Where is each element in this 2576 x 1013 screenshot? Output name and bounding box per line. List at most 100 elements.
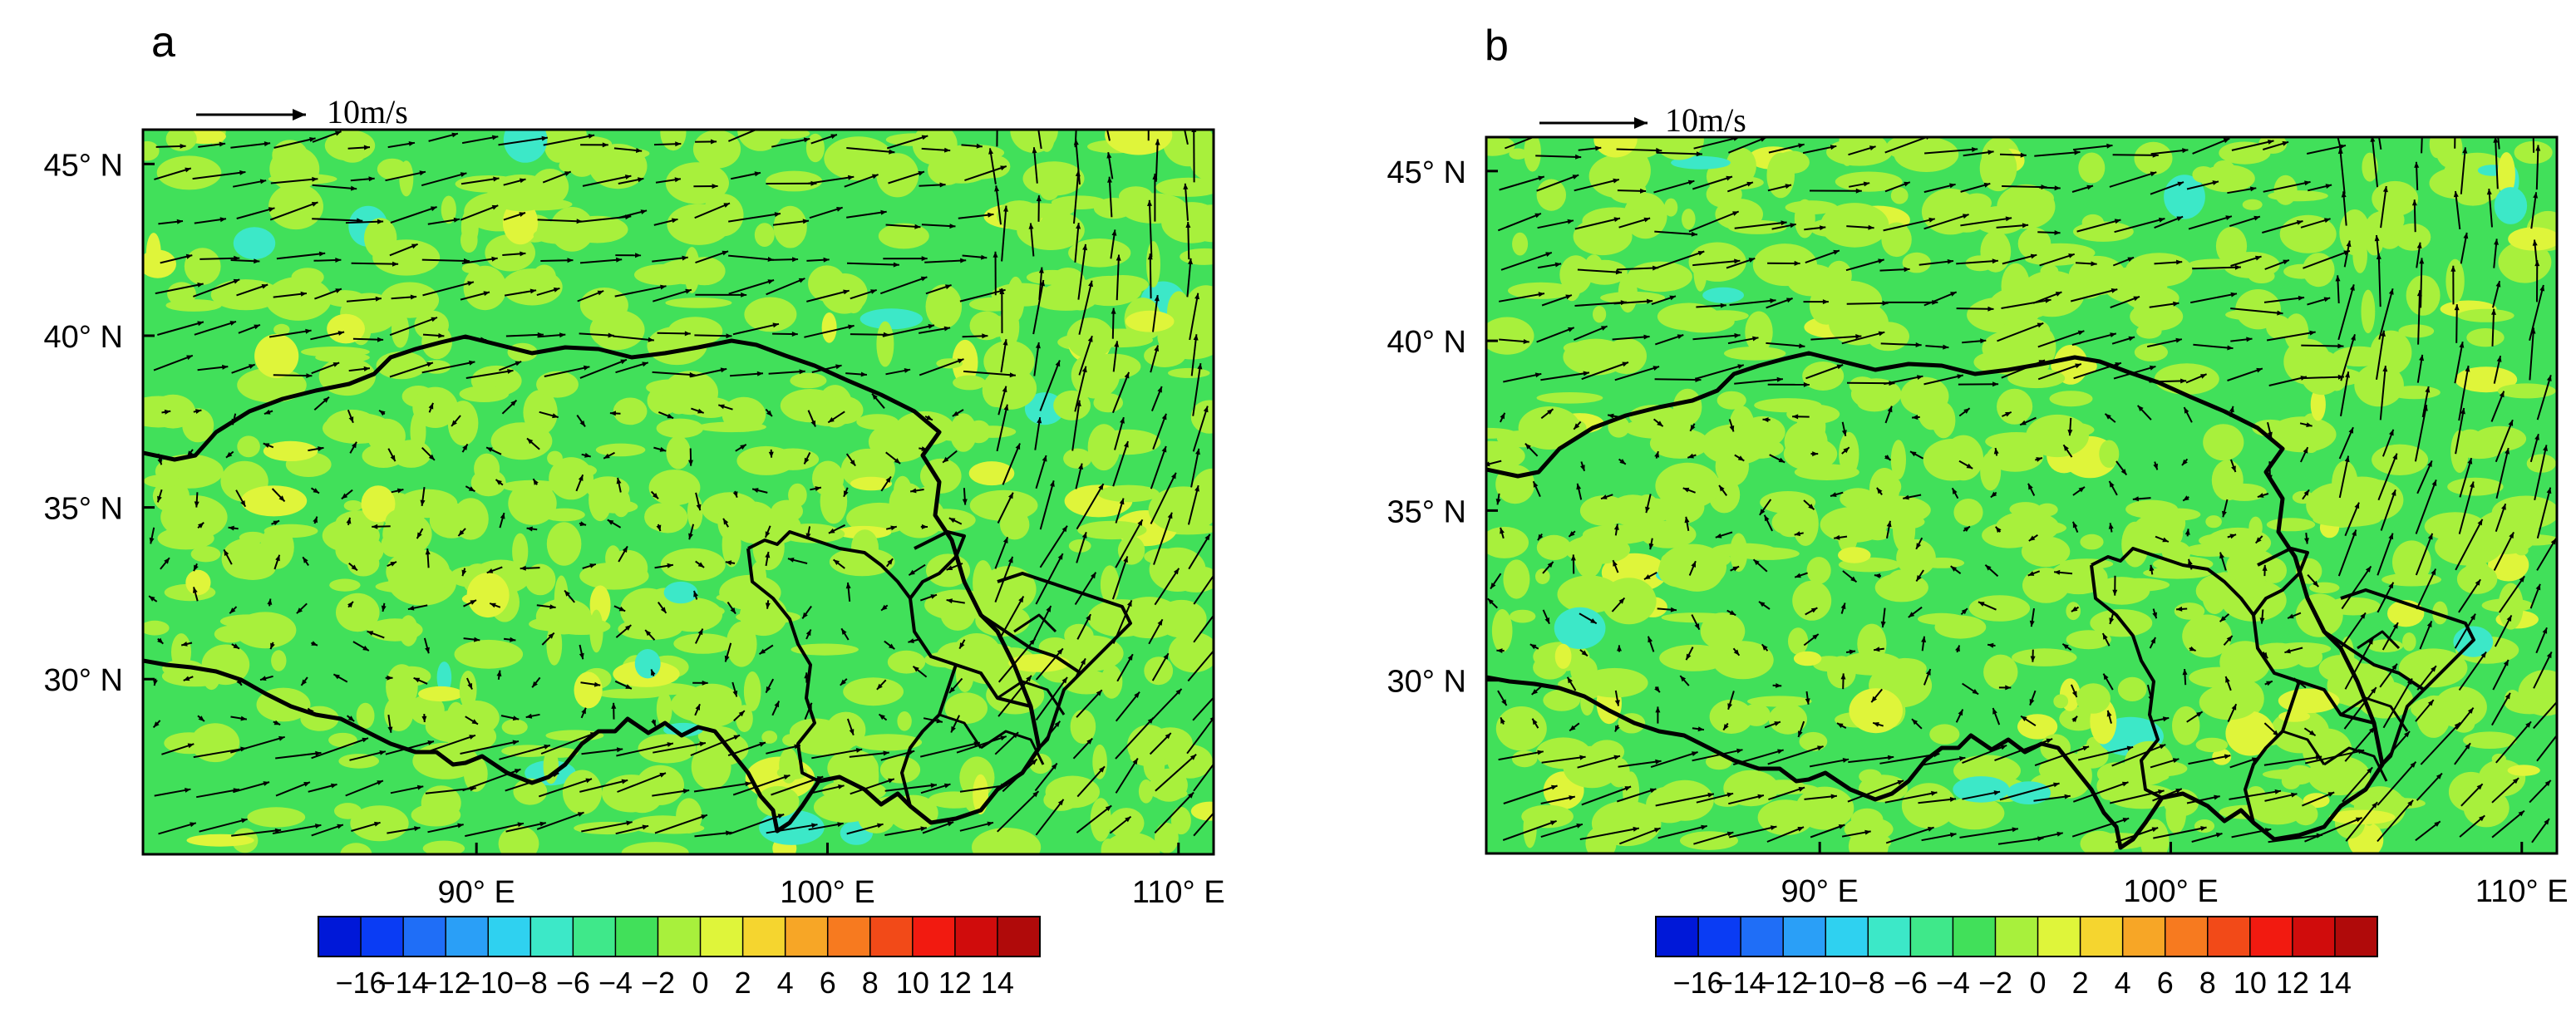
- colorbar-tick-label: −8: [514, 966, 548, 1000]
- contour-patch: [1097, 275, 1149, 294]
- contour-patch: [2362, 290, 2376, 333]
- contour-patch: [2189, 667, 2251, 688]
- contour-patch: [667, 204, 731, 245]
- contour-patch: [2293, 803, 2317, 825]
- contour-patch: [1492, 609, 1513, 652]
- contour-patch: [1582, 207, 1646, 234]
- contour-patch: [185, 570, 210, 595]
- contour-patch: [2463, 731, 2516, 749]
- colorbar-swatch: [2293, 917, 2336, 956]
- contour-patch: [1880, 514, 1924, 530]
- contour-patch: [574, 822, 641, 834]
- contour-patch: [2022, 543, 2057, 563]
- colorbar-swatch: [530, 917, 574, 956]
- colorbar-swatch: [1910, 917, 1953, 956]
- contour-patch: [1741, 416, 1785, 448]
- contour-patch: [1888, 658, 1927, 679]
- contour-patch: [1524, 133, 1541, 172]
- colorbar-swatch: [1953, 917, 1996, 956]
- contour-patch: [271, 650, 286, 671]
- contour-patch: [2078, 153, 2105, 184]
- contour-patch: [1109, 808, 1145, 838]
- contour-patch: [969, 298, 1017, 312]
- colorbar-tick-label: 14: [2318, 966, 2352, 1000]
- colorbar-swatch: [786, 917, 829, 956]
- contour-patch: [344, 500, 363, 511]
- colorbar-tick-label: 8: [2199, 966, 2216, 1000]
- contour-patch: [1119, 186, 1153, 206]
- contour-patch: [1480, 527, 1529, 558]
- contour-patch: [1980, 231, 2011, 273]
- contour-patch: [1849, 376, 1876, 394]
- contour-patch: [1536, 737, 1591, 769]
- contour-patch: [596, 444, 646, 457]
- contour-patch: [736, 446, 795, 475]
- contour-patch: [1189, 136, 1235, 181]
- contour-patch: [755, 223, 775, 247]
- contour-patch: [2194, 819, 2214, 833]
- colorbar-swatch: [870, 917, 914, 956]
- wind-vector-head: [1220, 558, 1226, 564]
- contour-patch: [1735, 548, 1800, 560]
- contour-patch: [135, 141, 160, 161]
- contour-patch: [140, 621, 170, 636]
- contour-patch: [1650, 428, 1709, 459]
- colorbar-tick-label: −10: [463, 966, 514, 1000]
- contour-patch: [1144, 548, 1183, 565]
- contour-patch: [983, 341, 1034, 382]
- contour-patch: [376, 580, 445, 593]
- contour-patch: [722, 522, 741, 567]
- contour-patch: [2508, 227, 2560, 250]
- contour-patch: [1125, 311, 1175, 332]
- reference-vector: 10m/s: [1539, 101, 1746, 139]
- colorbar-swatch: [1698, 917, 1741, 956]
- contour-patch: [613, 398, 648, 425]
- contour-patch: [2076, 683, 2111, 713]
- contour-patch: [2425, 512, 2486, 541]
- contour-patch: [1088, 332, 1153, 347]
- contour-patch: [328, 733, 357, 747]
- wind-vector: [850, 334, 889, 335]
- contour-patch: [1608, 804, 1659, 824]
- contour-patch: [2354, 364, 2404, 407]
- colorbar-swatch: [1741, 917, 1784, 956]
- contour-patch: [2372, 445, 2428, 475]
- contour-patch: [512, 534, 528, 570]
- contour-patch: [2266, 315, 2291, 338]
- contour-patch: [2026, 415, 2089, 457]
- contour-patch: [2372, 181, 2418, 216]
- colorbar-swatch: [446, 917, 489, 956]
- y-tick-label: 45° N: [44, 148, 123, 183]
- contour-patch: [1682, 209, 1696, 229]
- colorbar-swatch: [1825, 917, 1869, 956]
- contour-patch: [1093, 393, 1123, 412]
- contour-patch: [643, 823, 704, 834]
- contour-patch: [269, 146, 319, 191]
- wind-vector: [1150, 253, 1151, 298]
- contour-patch: [2447, 478, 2503, 496]
- colorbar-tick-label: 12: [2276, 966, 2309, 1000]
- contour-patch: [1098, 485, 1160, 503]
- colorbar-tick-label: 2: [735, 966, 751, 1000]
- contour-patch: [879, 224, 929, 249]
- colorbar-tick-label: 4: [777, 966, 794, 1000]
- contour-patch: [1655, 463, 1720, 509]
- contour-patch: [722, 397, 766, 432]
- contour-patch: [1902, 783, 1956, 829]
- contour-patch: [1602, 578, 1657, 624]
- contour-patch: [1766, 153, 1795, 199]
- contour-patch: [790, 373, 826, 389]
- contour-patch: [820, 479, 848, 524]
- contour-patch: [2282, 773, 2301, 789]
- colorbar-swatch: [573, 917, 616, 956]
- y-tick-label: 30° N: [44, 663, 123, 698]
- contour-patch: [1173, 566, 1219, 593]
- contour-patch: [1807, 557, 1831, 584]
- contour-patch: [2466, 328, 2504, 347]
- contour-patch: [1593, 306, 1606, 322]
- contour-patch: [1071, 352, 1120, 399]
- contour-patch: [453, 498, 489, 539]
- contour-patch: [1922, 189, 1979, 234]
- colorbar-tick-label: 6: [2157, 966, 2174, 1000]
- plot-area: [125, 89, 1236, 873]
